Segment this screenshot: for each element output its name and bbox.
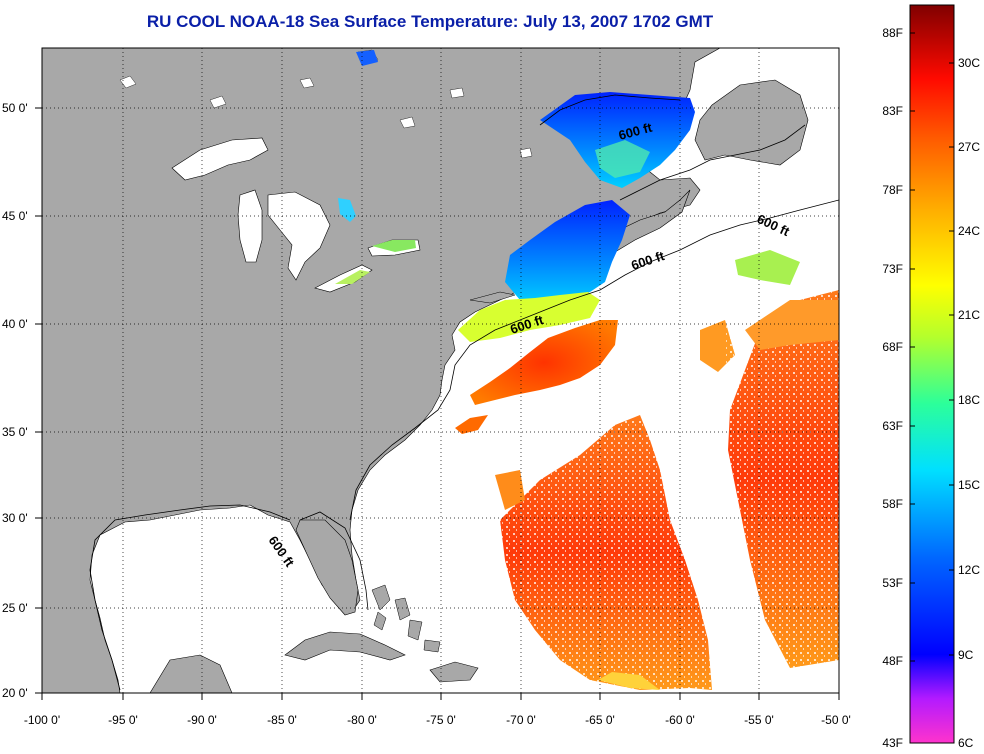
lat-label: 25 0' bbox=[2, 601, 28, 615]
lat-label: 30 0' bbox=[2, 511, 28, 525]
sst-gulf-stream bbox=[470, 320, 618, 405]
cb-f-label: 58F bbox=[882, 497, 903, 511]
land-north-america bbox=[42, 48, 721, 693]
cb-f-label: 88F bbox=[882, 26, 903, 40]
cb-f-label: 73F bbox=[882, 262, 903, 276]
lat-label: 50 0' bbox=[2, 101, 28, 115]
lon-label: -100 0' bbox=[24, 713, 60, 727]
lat-label: 40 0' bbox=[2, 317, 28, 331]
cb-c-label: 9C bbox=[958, 648, 974, 662]
sst-st-lawrence bbox=[540, 92, 695, 188]
lake-erie-sst bbox=[335, 270, 370, 284]
cb-c-label: 24C bbox=[958, 224, 980, 238]
lon-label: -85 0' bbox=[267, 713, 297, 727]
colorbar-ticks bbox=[910, 32, 954, 662]
land-long-island bbox=[469, 291, 516, 304]
sst-mid-atlantic bbox=[458, 292, 600, 342]
lon-label: -70 0' bbox=[506, 713, 536, 727]
land-florida bbox=[295, 519, 359, 616]
lon-label: -55 0' bbox=[744, 713, 774, 727]
sst-st-lawrence-warm bbox=[595, 140, 650, 178]
sst-swath-south bbox=[495, 415, 715, 693]
cb-f-label: 68F bbox=[882, 340, 903, 354]
sst-gulf-of-maine bbox=[505, 200, 630, 305]
lake-huron bbox=[267, 191, 331, 281]
bahamas-islands bbox=[371, 584, 441, 653]
cb-f-label: 83F bbox=[882, 104, 903, 118]
longitude-labels: -100 0' -95 0' -90 0' -85 0' -80 0' -75 … bbox=[24, 713, 851, 727]
lat-label: 35 0' bbox=[2, 425, 28, 439]
lake-superior bbox=[171, 137, 269, 181]
isobath-600ft bbox=[89, 94, 839, 691]
land-yucatan bbox=[149, 654, 233, 693]
cb-c-label: 21C bbox=[958, 308, 980, 322]
latitude-labels: 50 0' 45 0' 40 0' 35 0' 30 0' 25 0' 20 0… bbox=[2, 101, 28, 700]
cb-f-label: 43F bbox=[882, 736, 903, 750]
lat-label: 20 0' bbox=[2, 686, 28, 700]
colorbar bbox=[909, 4, 955, 744]
colorbar-fahrenheit-labels: 88F 83F 78F 73F 68F 63F 58F 53F 48F 43F bbox=[882, 26, 903, 750]
lon-label: -80 0' bbox=[347, 713, 377, 727]
sst-swath-east bbox=[725, 290, 839, 670]
graticule bbox=[42, 48, 839, 693]
cb-c-label: 12C bbox=[958, 563, 980, 577]
land-newfoundland bbox=[694, 79, 809, 166]
lon-label: -95 0' bbox=[108, 713, 138, 727]
lon-label: -75 0' bbox=[426, 713, 456, 727]
cb-c-label: 30C bbox=[958, 56, 980, 70]
cb-c-label: 6C bbox=[958, 736, 974, 750]
cb-c-label: 27C bbox=[958, 140, 980, 154]
lon-label: -65 0' bbox=[585, 713, 615, 727]
colorbar-celsius-labels: 30C 27C 24C 21C 18C 15C 12C 9C 6C bbox=[958, 56, 980, 750]
sst-east-patches bbox=[735, 250, 800, 285]
cb-c-label: 15C bbox=[958, 478, 980, 492]
lake-ontario-sst bbox=[372, 240, 416, 252]
cb-f-label: 63F bbox=[882, 419, 903, 433]
lon-label: -90 0' bbox=[187, 713, 217, 727]
cb-f-label: 78F bbox=[882, 183, 903, 197]
sst-gulf-stream-tip bbox=[455, 415, 488, 434]
land-hispaniola bbox=[429, 661, 479, 683]
cb-f-label: 48F bbox=[882, 654, 903, 668]
lat-label: 45 0' bbox=[2, 209, 28, 223]
land-cuba bbox=[284, 631, 406, 661]
lon-label: -50 0' bbox=[821, 713, 851, 727]
lake-michigan bbox=[237, 189, 263, 263]
frame-ticks bbox=[35, 107, 840, 700]
james-bay-sst bbox=[356, 50, 378, 66]
cb-f-label: 53F bbox=[882, 576, 903, 590]
map-title: RU COOL NOAA-18 Sea Surface Temperature:… bbox=[146, 12, 714, 31]
lon-label: -60 0' bbox=[665, 713, 695, 727]
cb-c-label: 18C bbox=[958, 393, 980, 407]
